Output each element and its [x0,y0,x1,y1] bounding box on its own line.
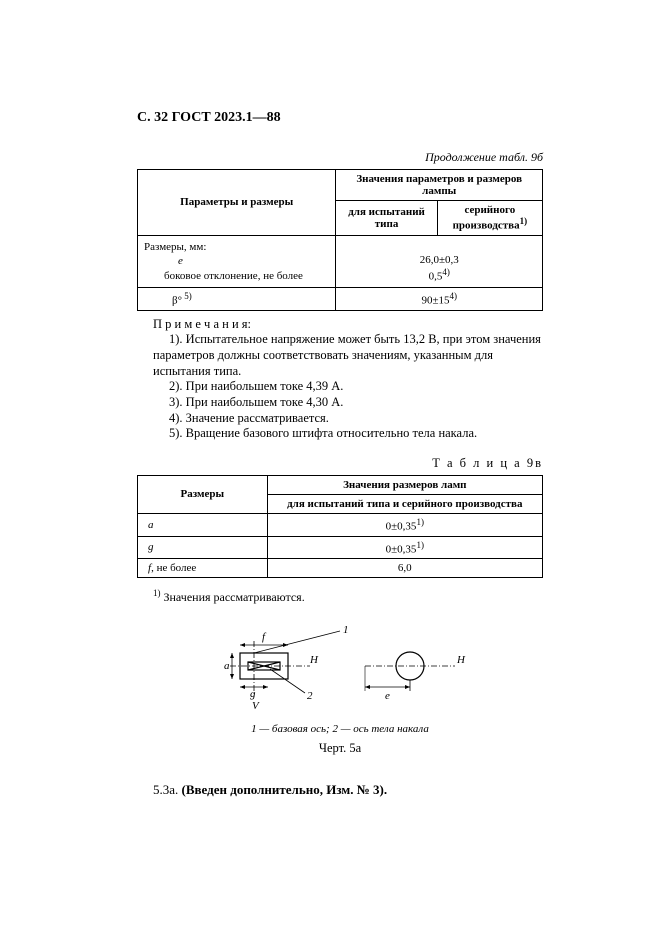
table9v-caption: Т а б л и ц а 9в [137,456,543,471]
table-9b: Параметры и размеры Значения параметров … [137,169,543,311]
t9b-h-main: Параметры и размеры [138,170,336,236]
t9v-h-sub: для испытаний типа и серийного производс… [267,494,542,513]
notes-block: П р и м е ч а н и я: 1). Испытательное н… [137,317,543,442]
table9b-caption: Продолжение табл. 9б [137,150,543,165]
note-2: 2). При наибольшем токе 4,39 А. [153,379,543,395]
t9b-row1-vals: 26,0±0,3 0,54) [336,235,543,288]
t9b-h-sub2: серийного производства1) [437,201,542,236]
svg-text:H: H [456,654,466,666]
table-9v: Размеры Значения размеров ламп для испыт… [137,475,543,578]
note-4: 4). Значение рассматривается. [153,411,543,427]
svg-text:g: g [250,688,256,700]
note-1: 1). Испытательное напряжение может быть … [153,332,543,379]
t9v-r1-l: a [138,513,268,536]
figure-5a: f a g V H 1 2 e H 1 — базовая ось; 2 — о… [137,623,543,756]
t9b-row2-val: 90±154) [336,288,543,311]
figure-caption: 1 — базовая ось; 2 — ось тела накала [137,723,543,735]
last-line: 5.3а. (Введен дополнительно, Изм. № 3). [153,782,543,798]
note-5: 5). Вращение базового штифта относительн… [153,426,543,442]
t9v-r3-l: f, не более [138,559,268,578]
figure-label: Черт. 5а [137,741,543,756]
svg-text:V: V [252,700,260,712]
svg-text:1: 1 [343,624,349,636]
svg-text:e: e [385,690,390,702]
t9v-r3-v: 6,0 [267,559,542,578]
svg-text:a: a [224,660,230,672]
svg-text:f: f [262,631,267,643]
t9v-r2-v: 0±0,351) [267,536,542,559]
t9v-r2-l: g [138,536,268,559]
t9b-row1: Размеры, мм: e боковое отклонение, не бо… [138,235,336,288]
t9b-row2: β° 5) [138,288,336,311]
notes-title: П р и м е ч а н и я: [153,317,251,331]
footnote: 1) Значения рассматриваются. [153,588,543,605]
note-3: 3). При наибольшем токе 4,30 А. [153,395,543,411]
t9v-h-main: Размеры [138,475,268,513]
t9b-h-group: Значения параметров и размеров лампы [336,170,543,201]
figure-svg: f a g V H 1 2 e H [210,623,470,713]
t9b-h-sub1: для испытаний типа [336,201,437,236]
t9v-h-group: Значения размеров ламп [267,475,542,494]
t9v-r1-v: 0±0,351) [267,513,542,536]
svg-text:H: H [309,654,319,666]
svg-text:2: 2 [307,690,313,702]
page-header: С. 32 ГОСТ 2023.1—88 [137,110,543,126]
